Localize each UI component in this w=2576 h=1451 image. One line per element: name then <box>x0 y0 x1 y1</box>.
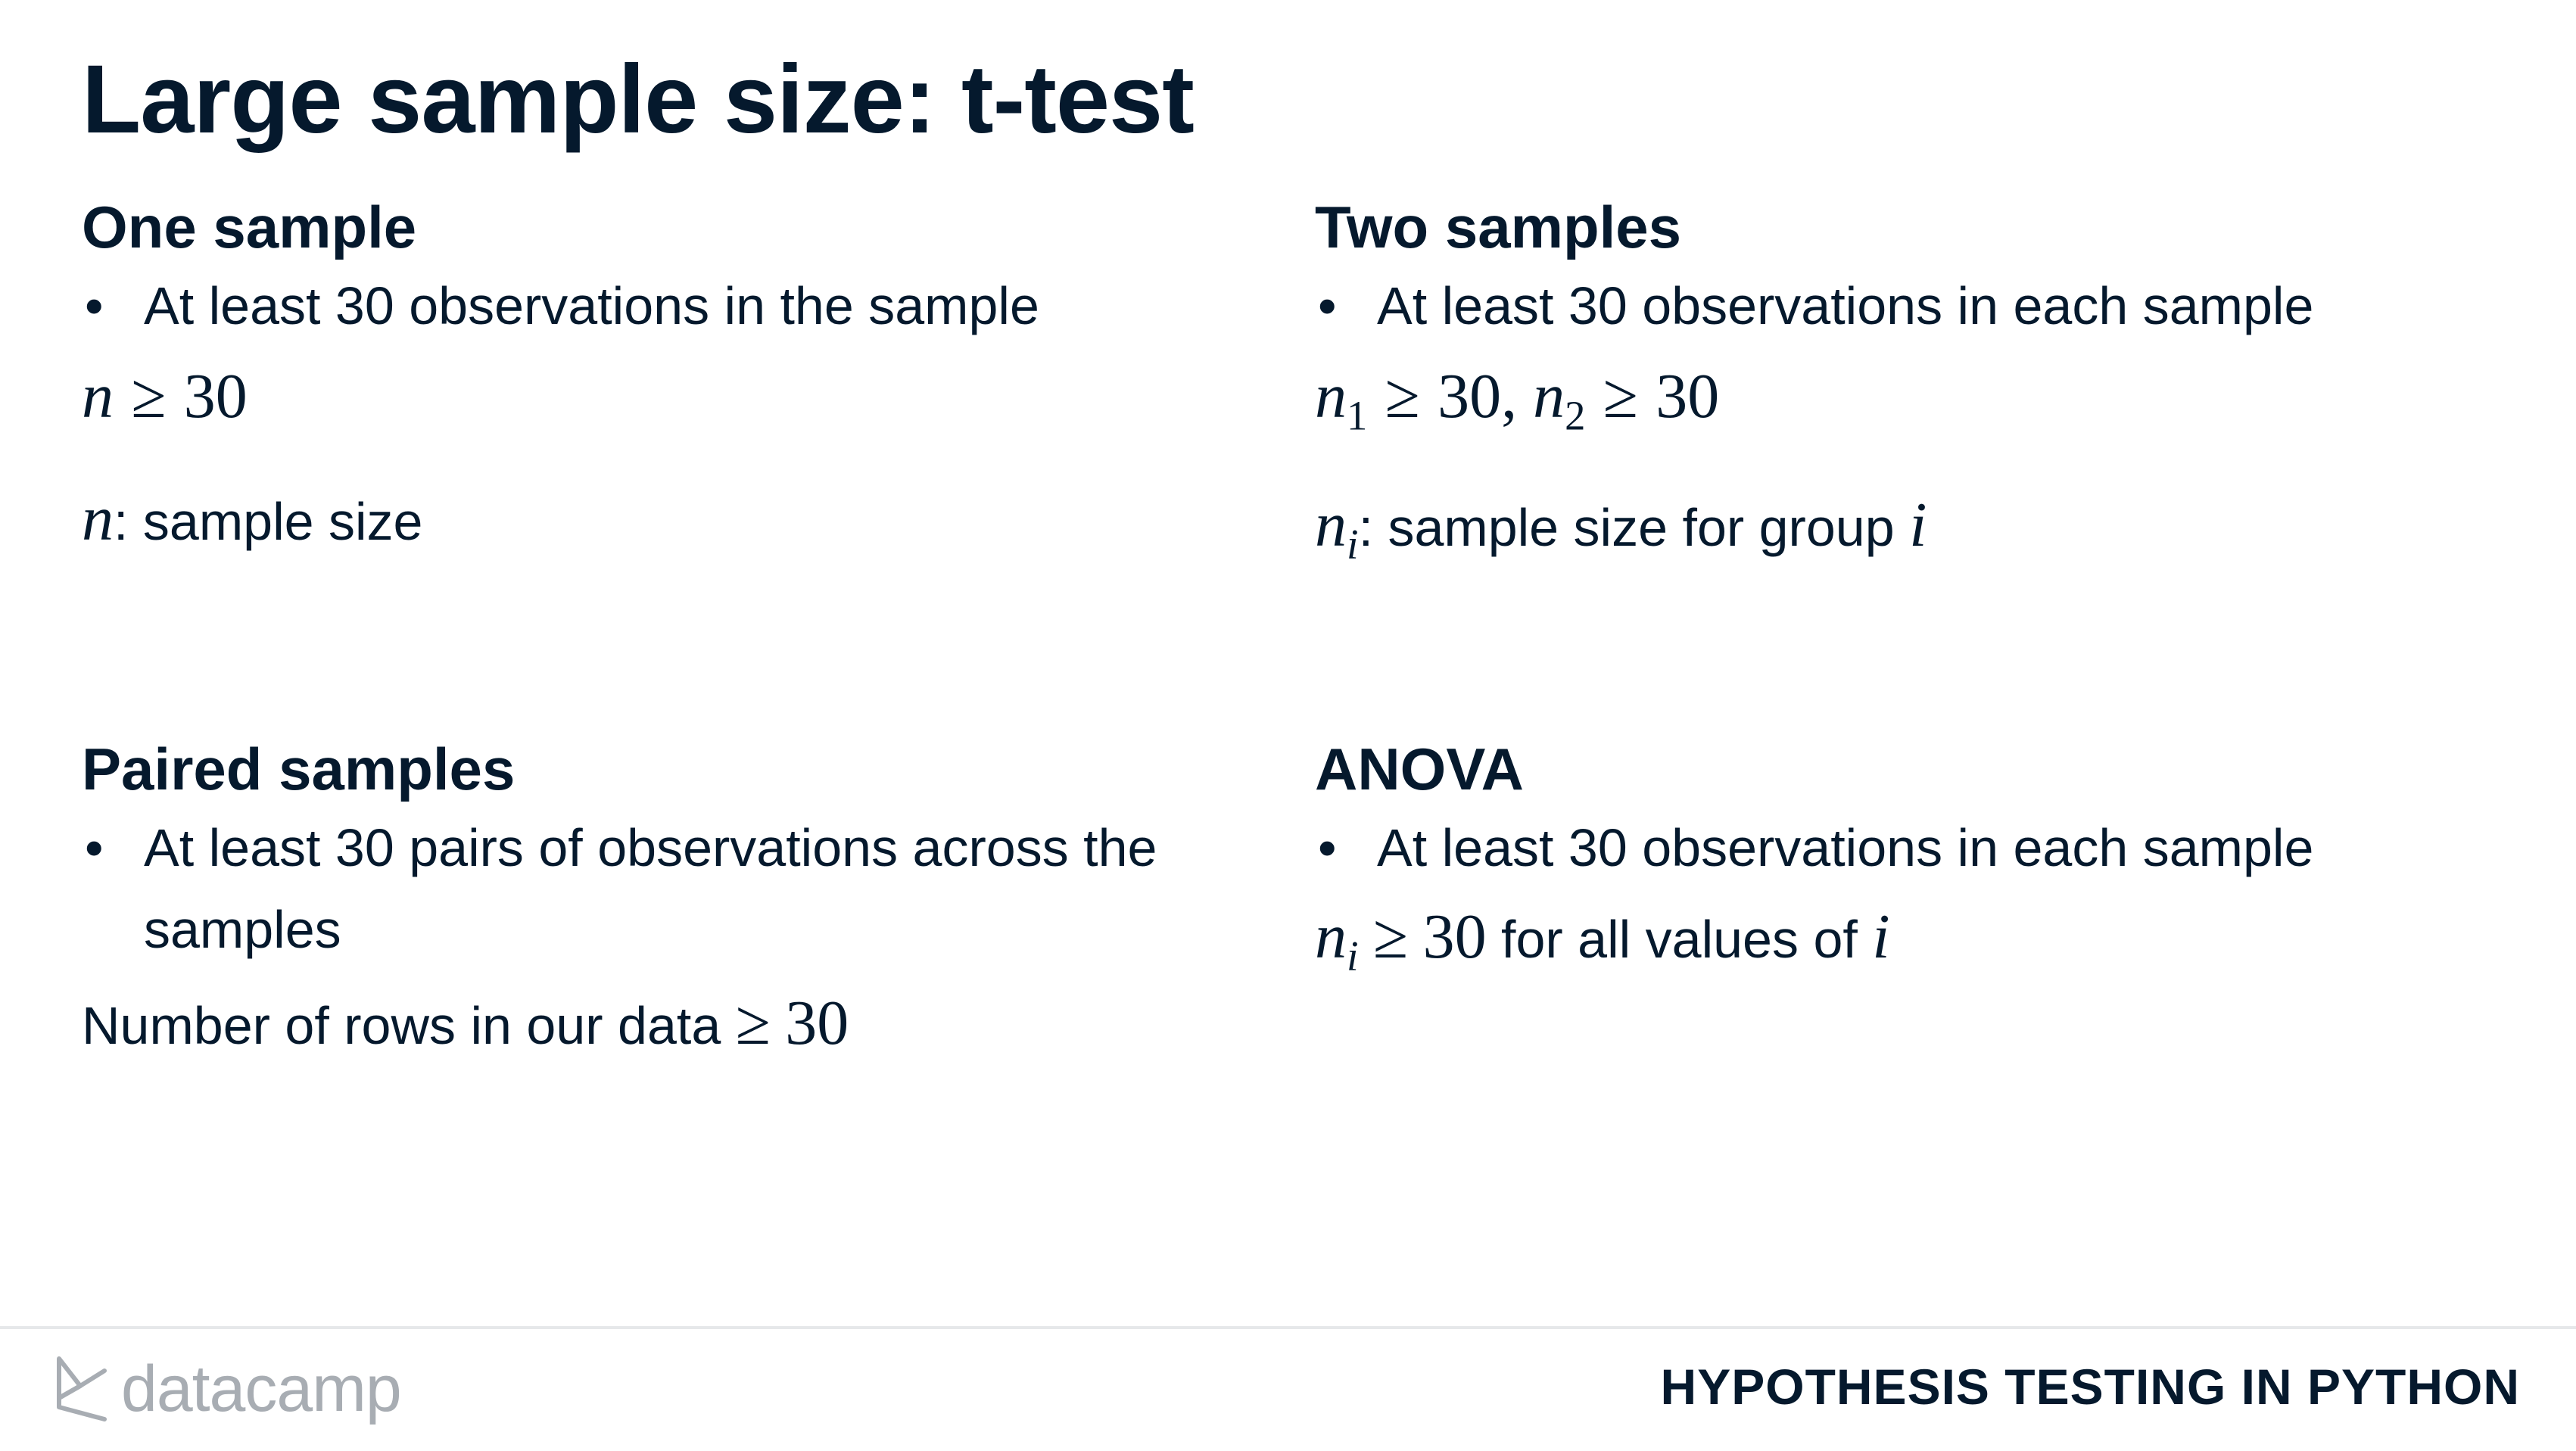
section-two-samples: Two samples At least 30 observations in … <box>1315 194 2496 571</box>
logo-text: datacamp <box>121 1352 402 1425</box>
statement: ni ≥ 30 for all values of i <box>1315 901 1890 980</box>
slide-title: Large sample size: t-test <box>82 45 1195 154</box>
statement: Number of rows in our data ≥ 30 <box>82 987 849 1058</box>
section-anova: ANOVA At least 30 observations in each s… <box>1315 736 2496 982</box>
section-heading: Two samples <box>1315 194 1682 260</box>
section-heading: Paired samples <box>82 736 516 802</box>
formula: n ≥ 30 <box>82 360 248 431</box>
course-title: HYPOTHESIS TESTING IN PYTHON <box>1660 1359 2520 1415</box>
bullet-item: At least 30 observations in each sample <box>1315 265 2496 347</box>
definition: n: sample size <box>82 484 423 555</box>
bullet-list: At least 30 observations in the sample <box>82 265 1263 347</box>
datacamp-logo: datacamp <box>53 1347 402 1431</box>
datacamp-logo-icon <box>57 1356 107 1421</box>
bullet-list: At least 30 observations in each sample <box>1315 807 2496 889</box>
section-heading: One sample <box>82 194 417 260</box>
formula: n1 ≥ 30, n2 ≥ 30 <box>1315 360 1720 439</box>
bullet-list: At least 30 pairs of observations across… <box>82 807 1263 970</box>
section-heading: ANOVA <box>1315 736 1524 802</box>
bullet-item: At least 30 observations in the sample <box>82 265 1263 347</box>
bullet-list: At least 30 observations in each sample <box>1315 265 2496 347</box>
section-one-sample: One sample At least 30 observations in t… <box>82 194 1263 558</box>
bullet-item: At least 30 observations in each sample <box>1315 807 2496 889</box>
definition: ni: sample size for group i <box>1315 489 1927 568</box>
footer-divider <box>0 1326 2576 1329</box>
section-paired-samples: Paired samples At least 30 pairs of obse… <box>82 736 1263 1061</box>
bullet-item: At least 30 pairs of observations across… <box>82 807 1263 970</box>
